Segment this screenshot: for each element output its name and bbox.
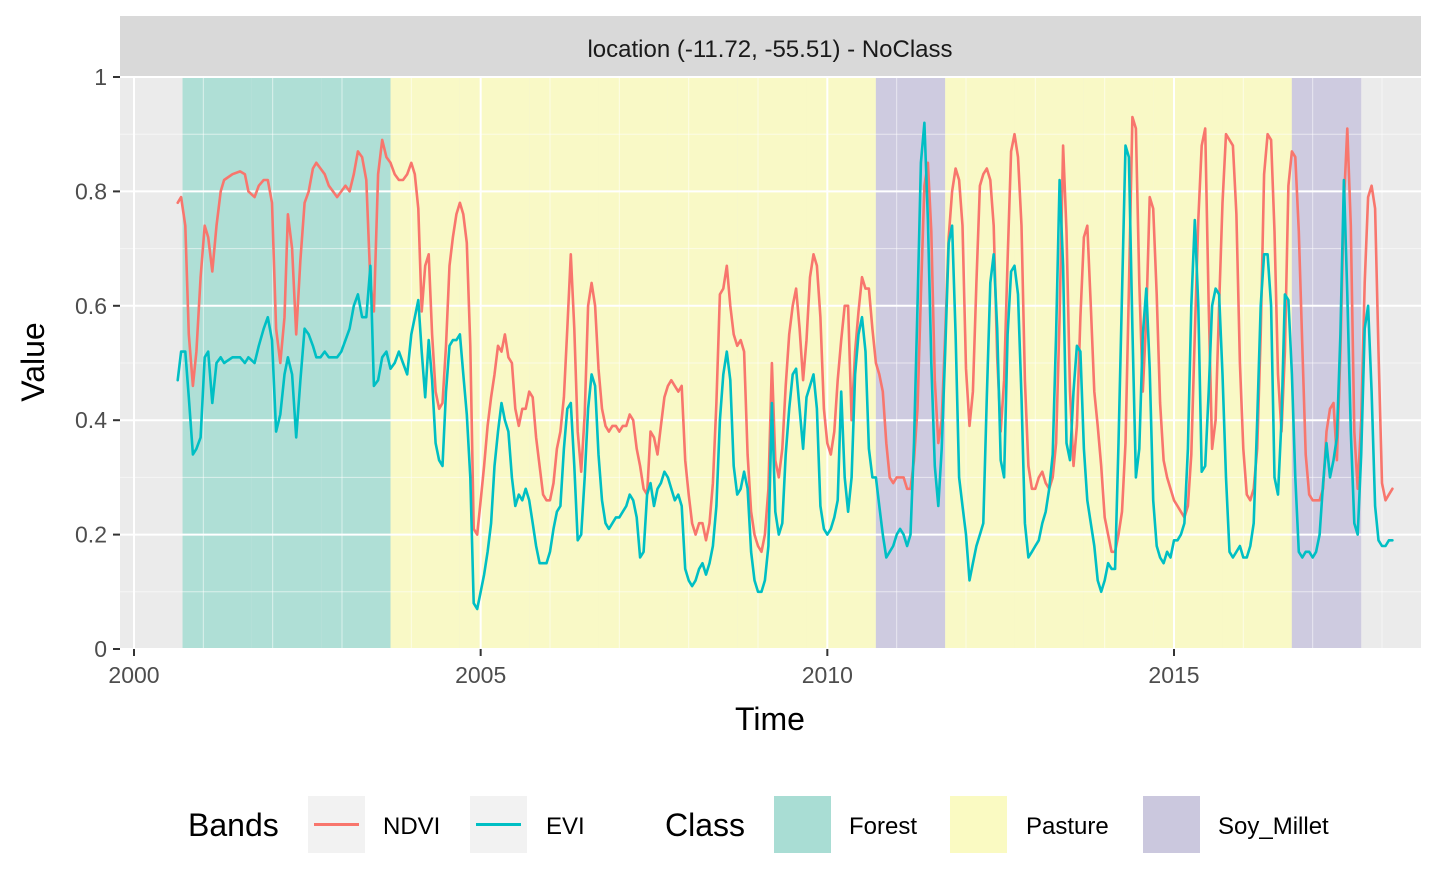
series-lines [176,115,1394,611]
y-tick-label: 0.6 [75,293,107,319]
y-tick-label: 0.2 [75,522,107,548]
grid-lines [120,76,1421,650]
x-tick-label: 2000 [108,662,159,688]
legend-label-ndvi: NDVI [383,813,440,840]
legend-label-pasture: Pasture [1026,813,1109,840]
axes: 0 0.2 0.4 0.6 0.8 1 2000 2005 2010 2015 [75,64,1200,688]
series-line-evi [176,121,1394,611]
x-axis-title: Time [735,701,805,737]
legend-label-evi: EVI [546,813,585,840]
legend-label-forest: Forest [849,813,917,840]
legend-key-soy-millet [1143,796,1200,853]
x-tick-label: 2005 [455,662,506,688]
y-tick-label: 1 [94,64,107,90]
y-axis-title: Value [15,322,51,401]
legend-bands-title: Bands [188,807,279,843]
y-tick-label: 0.8 [75,178,107,204]
legend-key-pasture [950,796,1007,853]
x-tick-label: 2015 [1148,662,1199,688]
facet-strip [120,16,1421,76]
legend-key-forest [774,796,831,853]
legend-label-soy-millet: Soy_Millet [1218,813,1329,840]
legend: Bands NDVI EVI Class Forest Pasture Soy_… [188,796,1329,853]
legend-class-title: Class [665,807,745,843]
x-tick-label: 2010 [802,662,853,688]
facet-label: location (-11.72, -55.51) - NoClass [587,36,952,63]
y-tick-label: 0 [94,636,107,662]
y-tick-label: 0.4 [75,407,107,433]
